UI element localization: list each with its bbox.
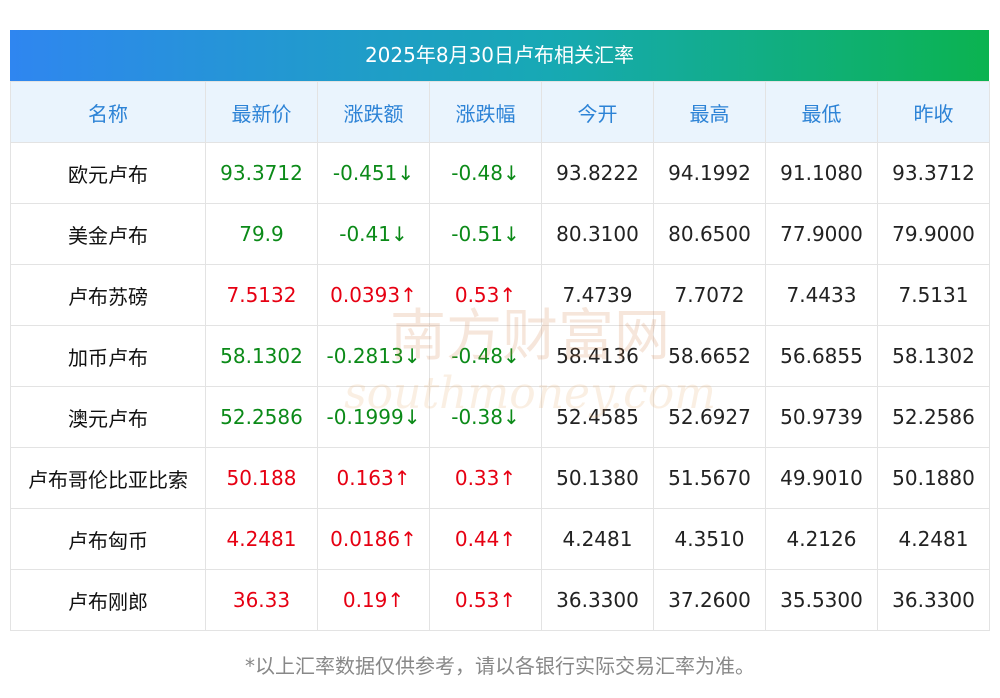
cell-open: 4.2481 <box>541 508 654 570</box>
header-change: 涨跌额 <box>317 81 430 143</box>
cell-latest: 79.9 <box>205 203 318 265</box>
cell-change: 0.0186↑ <box>317 508 430 570</box>
table-row: 美金卢布 79.9 -0.41↓ -0.51↓ 80.3100 80.6500 77.900… <box>10 203 990 265</box>
cell-open: 36.3300 <box>541 569 654 631</box>
cell-pct: 0.53↑ <box>429 264 542 326</box>
cell-low: 7.4433 <box>765 264 878 326</box>
header-name: 名称 <box>10 81 206 143</box>
cell-latest: 50.188 <box>205 447 318 509</box>
cell-latest: 93.3712 <box>205 142 318 204</box>
cell-change: -0.451↓ <box>317 142 430 204</box>
cell-latest: 7.5132 <box>205 264 318 326</box>
cell-pct: -0.38↓ <box>429 386 542 448</box>
cell-low: 49.9010 <box>765 447 878 509</box>
cell-prev: 79.9000 <box>877 203 990 265</box>
cell-name: 卢布苏磅 <box>10 264 206 326</box>
table-row: 欧元卢布 93.3712 -0.451↓ -0.48↓ 93.8222 94.1992 91… <box>10 142 990 204</box>
cell-change: 0.0393↑ <box>317 264 430 326</box>
cell-name: 加币卢布 <box>10 325 206 387</box>
cell-high: 52.6927 <box>653 386 766 448</box>
cell-change: 0.19↑ <box>317 569 430 631</box>
cell-pct: 0.33↑ <box>429 447 542 509</box>
table-row: 卢布刚郎 36.33 0.19↑ 0.53↑ 36.3300 37.2600 35.5300… <box>10 569 990 631</box>
cell-prev: 50.1880 <box>877 447 990 509</box>
cell-open: 50.1380 <box>541 447 654 509</box>
cell-name: 澳元卢布 <box>10 386 206 448</box>
header-high: 最高 <box>653 81 766 143</box>
cell-low: 56.6855 <box>765 325 878 387</box>
cell-pct: -0.51↓ <box>429 203 542 265</box>
cell-low: 91.1080 <box>765 142 878 204</box>
cell-high: 4.3510 <box>653 508 766 570</box>
table-row: 加币卢布 58.1302 -0.2813↓ -0.48↓ 58.4136 58.6652 5… <box>10 325 990 387</box>
rate-table: 名称 最新价 涨跌额 涨跌幅 今开 最高 最低 昨收 欧元卢布 93.3712 -0… <box>10 81 990 631</box>
cell-latest: 58.1302 <box>205 325 318 387</box>
cell-pct: -0.48↓ <box>429 325 542 387</box>
cell-low: 77.9000 <box>765 203 878 265</box>
cell-high: 80.6500 <box>653 203 766 265</box>
cell-open: 93.8222 <box>541 142 654 204</box>
cell-pct: 0.53↑ <box>429 569 542 631</box>
cell-latest: 4.2481 <box>205 508 318 570</box>
table-row: 澳元卢布 52.2586 -0.1999↓ -0.38↓ 52.4585 52.6927 5… <box>10 386 990 448</box>
cell-open: 52.4585 <box>541 386 654 448</box>
cell-high: 58.6652 <box>653 325 766 387</box>
cell-low: 50.9739 <box>765 386 878 448</box>
header-low: 最低 <box>765 81 878 143</box>
cell-change: -0.2813↓ <box>317 325 430 387</box>
disclaimer-note: *以上汇率数据仅供参考，请以各银行实际交易汇率为准。 <box>245 654 755 678</box>
cell-name: 卢布刚郎 <box>10 569 206 631</box>
cell-open: 7.4739 <box>541 264 654 326</box>
cell-low: 35.5300 <box>765 569 878 631</box>
cell-prev: 58.1302 <box>877 325 990 387</box>
cell-prev: 7.5131 <box>877 264 990 326</box>
header-prev: 昨收 <box>877 81 990 143</box>
table-header-row: 名称 最新价 涨跌额 涨跌幅 今开 最高 最低 昨收 <box>10 81 990 143</box>
table-row: 卢布哥伦比亚比索 50.188 0.163↑ 0.33↑ 50.1380 51.5670 4… <box>10 447 990 509</box>
cell-low: 4.2126 <box>765 508 878 570</box>
cell-pct: -0.48↓ <box>429 142 542 204</box>
cell-prev: 4.2481 <box>877 508 990 570</box>
cell-high: 51.5670 <box>653 447 766 509</box>
rate-table-container: 2025年8月30日卢布相关汇率 名称 最新价 涨跌额 涨跌幅 今开 最高 最低… <box>10 30 990 631</box>
cell-latest: 52.2586 <box>205 386 318 448</box>
header-latest: 最新价 <box>205 81 318 143</box>
cell-change: -0.1999↓ <box>317 386 430 448</box>
cell-high: 37.2600 <box>653 569 766 631</box>
cell-open: 58.4136 <box>541 325 654 387</box>
cell-name: 卢布匈币 <box>10 508 206 570</box>
cell-prev: 93.3712 <box>877 142 990 204</box>
header-open: 今开 <box>541 81 654 143</box>
cell-latest: 36.33 <box>205 569 318 631</box>
cell-name: 卢布哥伦比亚比索 <box>10 447 206 509</box>
cell-name: 欧元卢布 <box>10 142 206 204</box>
cell-open: 80.3100 <box>541 203 654 265</box>
table-title: 2025年8月30日卢布相关汇率 <box>10 30 989 81</box>
cell-prev: 52.2586 <box>877 386 990 448</box>
cell-prev: 36.3300 <box>877 569 990 631</box>
cell-high: 94.1992 <box>653 142 766 204</box>
cell-pct: 0.44↑ <box>429 508 542 570</box>
cell-change: -0.41↓ <box>317 203 430 265</box>
cell-high: 7.7072 <box>653 264 766 326</box>
table-row: 卢布匈币 4.2481 0.0186↑ 0.44↑ 4.2481 4.3510 4.2126… <box>10 508 990 570</box>
header-pct: 涨跌幅 <box>429 81 542 143</box>
table-row: 卢布苏磅 7.5132 0.0393↑ 0.53↑ 7.4739 7.7072 7.4433… <box>10 264 990 326</box>
cell-name: 美金卢布 <box>10 203 206 265</box>
cell-change: 0.163↑ <box>317 447 430 509</box>
